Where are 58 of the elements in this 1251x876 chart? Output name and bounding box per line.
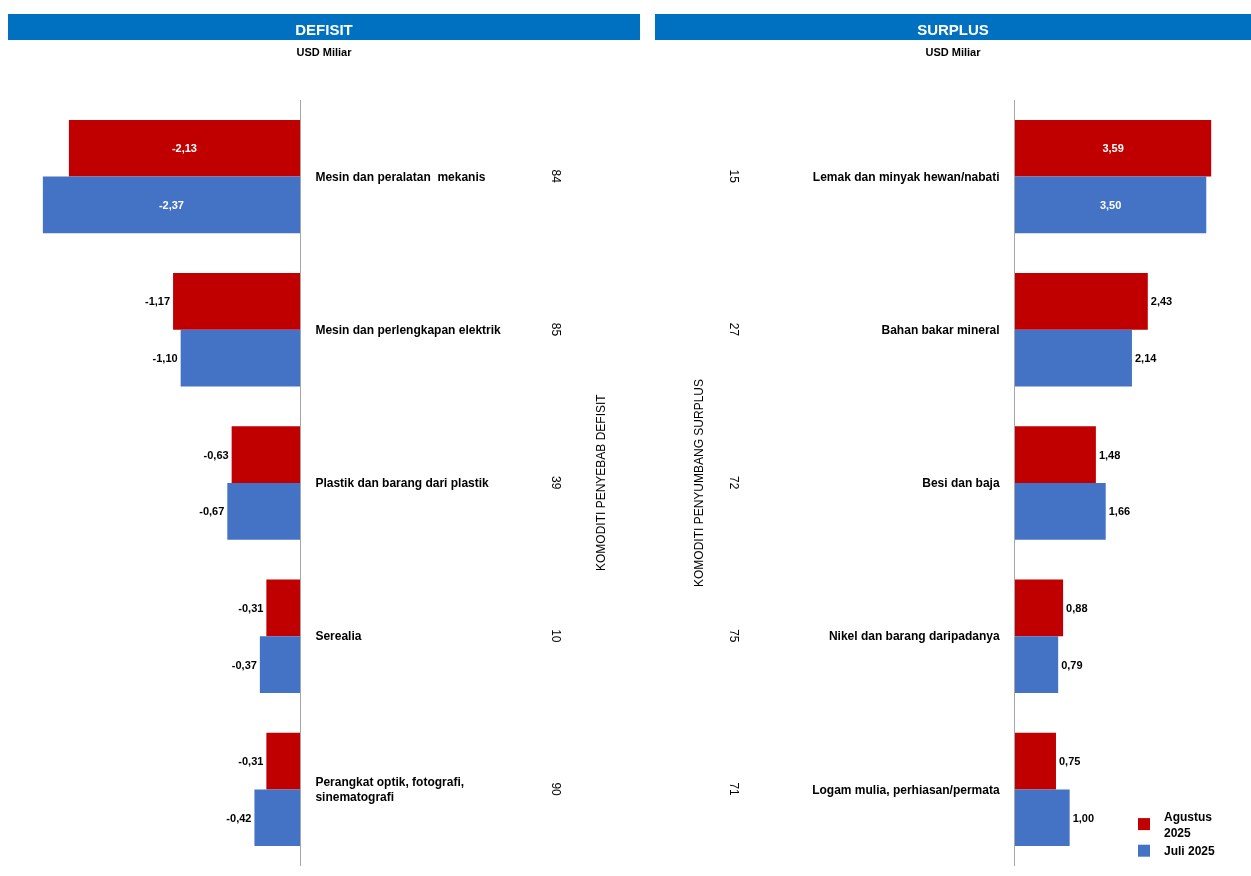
data-label: -1,17 bbox=[144, 295, 171, 308]
bar bbox=[1015, 119, 1212, 177]
legend-label: Agustus 2025 bbox=[1164, 809, 1213, 840]
y-tick-label: Nikel dan barang daripadanya bbox=[828, 629, 1000, 644]
chart-title: DEFISIT bbox=[8, 14, 640, 40]
bar bbox=[1015, 483, 1106, 540]
y-axis-title: KOMODITI PENYUMBANG SURPLUS bbox=[692, 378, 706, 587]
data-label: 2,43 bbox=[1150, 295, 1173, 308]
text: 72 bbox=[727, 476, 741, 490]
data-label: -2,37 bbox=[158, 198, 184, 211]
bar bbox=[1015, 329, 1132, 387]
y-tick-label: Mesin dan peralatan mekanis bbox=[315, 169, 486, 184]
y-tick-label: Perangkat optik, fotografi, sinematografi bbox=[315, 774, 465, 805]
chart-subtitle: USD Miliar bbox=[924, 46, 982, 58]
y-tick-label: Serealia bbox=[315, 629, 362, 644]
text: 85 bbox=[548, 322, 563, 337]
text: 75 bbox=[727, 629, 742, 643]
data-label: -1,10 bbox=[152, 352, 178, 365]
legend-label: Juli 2025 bbox=[1164, 844, 1216, 859]
data-label: -0,31 bbox=[238, 601, 264, 614]
data-label: 1,66 bbox=[1108, 505, 1131, 518]
text: 90 bbox=[549, 782, 564, 797]
y-tick-label: Besi dan baja bbox=[922, 476, 1000, 491]
bar bbox=[1015, 732, 1056, 790]
chart-title: SURPLUS bbox=[655, 14, 1251, 40]
text: 39 bbox=[549, 476, 563, 490]
text: 71 bbox=[727, 782, 742, 797]
data-label: 1,48 bbox=[1098, 448, 1121, 461]
data-label: -0,31 bbox=[238, 755, 264, 768]
y-tick-label: Logam mulia, perhiasan/permata bbox=[812, 782, 1000, 797]
bar bbox=[1015, 426, 1096, 483]
data-label: -0,67 bbox=[199, 505, 225, 518]
data-label: 2,14 bbox=[1134, 352, 1158, 365]
y-tick-label: Lemak dan minyak hewan/nabati bbox=[812, 169, 1000, 184]
text: 15 bbox=[726, 169, 741, 184]
text: 27 bbox=[726, 322, 741, 337]
data-label: -2,13 bbox=[171, 142, 197, 155]
data-label: 1,00 bbox=[1072, 811, 1095, 824]
y-tick-label: Bahan bakar mineral bbox=[881, 323, 1000, 337]
text: 84 bbox=[548, 169, 563, 184]
bar bbox=[1015, 176, 1207, 234]
text: 10 bbox=[549, 629, 564, 643]
text: USD Miliar bbox=[295, 46, 353, 58]
data-label: -0,42 bbox=[226, 811, 252, 824]
bar bbox=[1015, 273, 1148, 330]
data-label: 0,88 bbox=[1066, 601, 1088, 614]
y-tick-label: Mesin dan perlengkapan elektrik bbox=[315, 323, 502, 337]
bar bbox=[1015, 636, 1059, 693]
data-label: 3,59 bbox=[1102, 142, 1124, 155]
data-label: -0,63 bbox=[203, 448, 229, 461]
data-label: 0,75 bbox=[1058, 755, 1081, 768]
data-label: 3,50 bbox=[1099, 198, 1122, 211]
bar bbox=[1015, 579, 1064, 637]
bar bbox=[1015, 789, 1070, 847]
y-axis-title: KOMODITI PENYEBAB DEFISIT bbox=[594, 393, 608, 571]
data-label: 0,79 bbox=[1061, 658, 1083, 671]
y-tick-label: Plastik dan barang dari plastik bbox=[315, 476, 490, 491]
data-label: -0,37 bbox=[231, 658, 257, 671]
